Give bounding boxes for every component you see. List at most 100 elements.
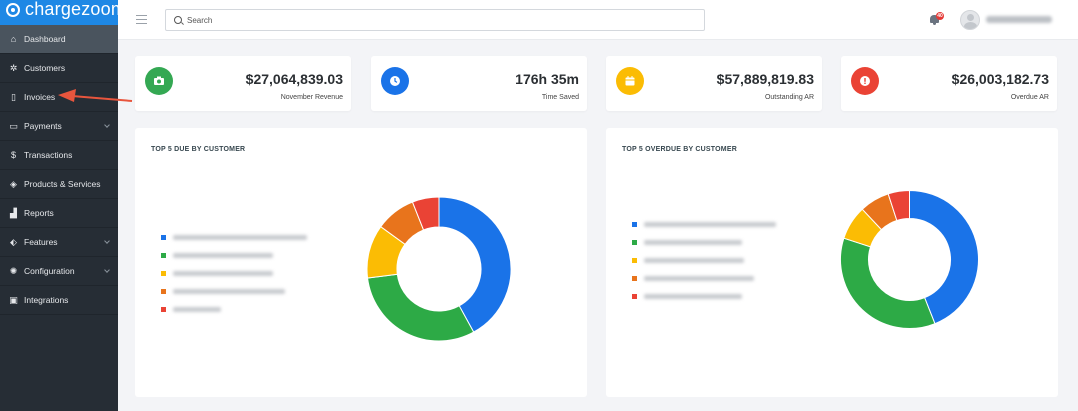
sidebar-item-label: Transactions: [24, 150, 73, 160]
clock-icon: [381, 67, 409, 95]
stat-label: Time Saved: [541, 94, 579, 101]
sidebar-item-dashboard[interactable]: ⌂ Dashboard: [0, 25, 118, 54]
legend-swatch: [161, 252, 166, 258]
calendar-icon: [616, 67, 644, 95]
legend-swatch: [632, 275, 637, 281]
legend-label-redacted: [173, 306, 221, 312]
sidebar-item-label: Dashboard: [24, 34, 66, 44]
brand-logo[interactable]: chargezoom: [0, 0, 118, 25]
sidebar-item-payments[interactable]: ▭ Payments: [0, 112, 118, 141]
donut-slice[interactable]: [909, 189, 979, 325]
legend-label-redacted: [173, 288, 285, 294]
sidebar-item-features[interactable]: ⬖ Features: [0, 228, 118, 257]
notification-bell-icon[interactable]: [930, 14, 939, 25]
search-input[interactable]: [187, 15, 667, 25]
legend-item[interactable]: [632, 233, 776, 251]
stat-card-overdue-ar: $26,003,182.73 Overdue AR: [841, 56, 1057, 111]
menu-toggle-icon[interactable]: [136, 15, 147, 24]
legend-swatch: [161, 270, 166, 276]
donut-slice[interactable]: [367, 273, 475, 342]
sidebar-item-label: Invoices: [24, 92, 56, 102]
stat-label: Outstanding AR: [764, 94, 814, 101]
overdue-donut-chart: [840, 189, 979, 329]
stat-label: Overdue AR: [1010, 94, 1049, 101]
user-name-redacted[interactable]: [986, 16, 1052, 23]
tag-icon: ⬖: [10, 236, 17, 247]
panel-top-overdue: TOP 5 OVERDUE BY CUSTOMER: [606, 128, 1058, 397]
sidebar-item-invoices[interactable]: ▯ Invoices: [0, 83, 118, 112]
logo-icon: [6, 3, 20, 17]
chart-legend: [632, 215, 776, 305]
invoice-icon: ▯: [11, 91, 16, 102]
legend-item[interactable]: [632, 215, 776, 233]
chart-legend: [161, 228, 307, 318]
brand-name: chargezoom: [25, 0, 118, 19]
legend-swatch: [632, 221, 637, 227]
legend-label-redacted: [644, 221, 776, 227]
stat-card-outstanding-ar: $57,889,819.83 Outstanding AR: [606, 56, 822, 111]
stat-value: $27,064,839.03: [245, 71, 343, 87]
sidebar-item-transactions[interactable]: $ Transactions: [0, 141, 118, 170]
sidebar-item-reports[interactable]: ▟ Reports: [0, 199, 118, 228]
chevron-down-icon: [104, 122, 110, 128]
stat-card-time-saved: 176h 35m Time Saved: [371, 56, 587, 111]
legend-item[interactable]: [161, 282, 307, 300]
legend-label-redacted: [644, 275, 754, 281]
chevron-down-icon: [104, 267, 110, 273]
annotation-arrow: [58, 89, 133, 102]
legend-item[interactable]: [632, 287, 776, 305]
sidebar-item-label: Configuration: [24, 266, 75, 276]
legend-swatch: [161, 306, 166, 312]
legend-label-redacted: [173, 270, 273, 276]
legend-label-redacted: [644, 239, 742, 245]
sidebar-item-label: Customers: [24, 63, 66, 73]
sidebar-item-label: Reports: [24, 208, 54, 218]
stat-card-november-revenue: $27,064,839.03 November Revenue: [135, 56, 351, 111]
sidebar-item-products-services[interactable]: ◈ Products & Services: [0, 170, 118, 199]
donut-slice[interactable]: [438, 196, 512, 333]
search-box[interactable]: [165, 9, 705, 31]
sidebar-item-integrations[interactable]: ▣ Integrations: [0, 286, 118, 315]
legend-item[interactable]: [161, 264, 307, 282]
alert-icon: [851, 67, 879, 95]
panel-title: TOP 5 DUE BY CUSTOMER: [151, 146, 246, 153]
panel-title: TOP 5 OVERDUE BY CUSTOMER: [622, 146, 737, 153]
stat-value: 176h 35m: [515, 71, 579, 87]
legend-swatch: [632, 239, 637, 245]
legend-item[interactable]: [632, 251, 776, 269]
notification-badge: 40: [936, 12, 944, 20]
due-donut-chart: [366, 196, 512, 342]
users-icon: ✲: [9, 62, 18, 73]
avatar[interactable]: [960, 10, 980, 30]
legend-item[interactable]: [632, 269, 776, 287]
donut-slice[interactable]: [411, 196, 440, 231]
legend-item[interactable]: [161, 228, 307, 246]
legend-label-redacted: [173, 252, 273, 258]
legend-label-redacted: [644, 293, 742, 299]
legend-item[interactable]: [161, 246, 307, 264]
box-icon: ◈: [10, 178, 17, 189]
topbar: 40: [118, 0, 1078, 40]
legend-swatch: [632, 257, 637, 263]
sidebar: chargezoom ⌂ Dashboard ✲ Customers ▯ Invoices…: [0, 0, 118, 411]
donut-slice[interactable]: [887, 189, 910, 222]
legend-item[interactable]: [161, 300, 307, 318]
sidebar-item-label: Integrations: [24, 295, 69, 305]
camera-icon: [145, 67, 173, 95]
panel-top-due: TOP 5 DUE BY CUSTOMER: [135, 128, 587, 397]
stat-label: November Revenue: [280, 94, 343, 101]
dollar-icon: $: [10, 150, 16, 160]
bar-chart-icon: ▟: [10, 207, 17, 218]
legend-swatch: [161, 288, 166, 294]
sidebar-item-label: Products & Services: [24, 179, 101, 189]
gear-icon: ✺: [9, 265, 18, 276]
legend-swatch: [632, 293, 637, 299]
sidebar-item-customers[interactable]: ✲ Customers: [0, 54, 118, 83]
stat-value: $57,889,819.83: [716, 71, 814, 87]
home-icon: ⌂: [10, 34, 17, 44]
donut-slice[interactable]: [840, 237, 936, 329]
stat-value: $26,003,182.73: [951, 71, 1049, 87]
sidebar-item-configuration[interactable]: ✺ Configuration: [0, 257, 118, 286]
card-icon: ▭: [9, 120, 18, 131]
chevron-down-icon: [104, 238, 110, 244]
